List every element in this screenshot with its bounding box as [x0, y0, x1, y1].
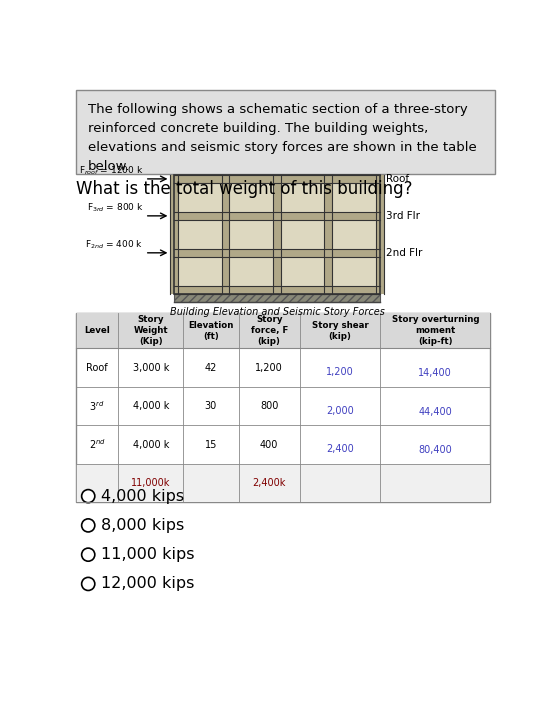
- Text: Building Elevation and Seismic Story Forces: Building Elevation and Seismic Story For…: [169, 307, 384, 317]
- Bar: [174, 294, 380, 302]
- Text: 2$^{nd}$: 2$^{nd}$: [89, 438, 105, 452]
- Text: 15: 15: [204, 440, 217, 450]
- Text: 42: 42: [204, 362, 217, 372]
- Text: 3$^{rd}$: 3$^{rd}$: [89, 399, 105, 413]
- Bar: [376, 175, 384, 294]
- Text: 12,000 kips: 12,000 kips: [101, 576, 195, 591]
- Bar: [76, 313, 491, 348]
- Text: 2,400: 2,400: [326, 444, 354, 454]
- Text: Story overturning
moment
(kip-ft): Story overturning moment (kip-ft): [392, 315, 479, 346]
- Text: Story shear
(kip): Story shear (kip): [311, 321, 368, 341]
- Text: 2,000: 2,000: [326, 406, 354, 416]
- Text: 1,200: 1,200: [255, 362, 283, 372]
- Text: 8,000 kips: 8,000 kips: [101, 518, 185, 533]
- Text: 80,400: 80,400: [418, 445, 452, 455]
- Text: F$_{roof}$ = 1200 k: F$_{roof}$ = 1200 k: [79, 164, 143, 176]
- Text: 3rd Flr: 3rd Flr: [386, 211, 420, 221]
- Bar: [174, 175, 380, 294]
- Text: 4,000 k: 4,000 k: [133, 440, 169, 450]
- Text: 800: 800: [260, 401, 278, 411]
- Text: 2,400k: 2,400k: [252, 478, 286, 488]
- Text: 44,400: 44,400: [418, 407, 452, 417]
- Bar: [174, 249, 380, 257]
- Text: What is the total weight of this building?: What is the total weight of this buildin…: [76, 181, 412, 198]
- Text: 1,200: 1,200: [326, 367, 354, 377]
- Text: 400: 400: [260, 440, 278, 450]
- Circle shape: [82, 548, 95, 561]
- Text: 3,000 k: 3,000 k: [133, 362, 169, 372]
- Text: 11,000 kips: 11,000 kips: [101, 547, 195, 562]
- Bar: [324, 175, 332, 294]
- Text: The following shows a schematic section of a three-story
reinforced concrete bui: The following shows a schematic section …: [88, 103, 477, 173]
- Text: Story
force, F
(kip): Story force, F (kip): [251, 315, 288, 346]
- Text: F$_{2nd}$ = 400 k: F$_{2nd}$ = 400 k: [85, 238, 143, 251]
- Text: 30: 30: [205, 401, 217, 411]
- Text: 11,000k: 11,000k: [131, 478, 170, 488]
- Text: Level: Level: [84, 326, 110, 335]
- Bar: [273, 175, 281, 294]
- Text: Roof: Roof: [86, 362, 108, 372]
- Bar: [170, 175, 178, 294]
- Circle shape: [82, 490, 95, 503]
- Bar: [76, 464, 491, 502]
- Bar: [222, 175, 229, 294]
- Bar: [76, 91, 495, 173]
- Text: 4,000 k: 4,000 k: [133, 401, 169, 411]
- Bar: [76, 313, 491, 502]
- Circle shape: [82, 578, 95, 590]
- Text: Roof: Roof: [386, 174, 409, 184]
- Bar: [174, 175, 380, 183]
- Text: Story
Weight
(Kip): Story Weight (Kip): [134, 315, 168, 346]
- Circle shape: [82, 519, 95, 532]
- Text: 14,400: 14,400: [418, 368, 452, 378]
- Text: F$_{3rd}$ = 800 k: F$_{3rd}$ = 800 k: [86, 201, 143, 214]
- Bar: [174, 286, 380, 294]
- Text: 4,000 kips: 4,000 kips: [101, 489, 184, 503]
- Text: Elevation
(ft): Elevation (ft): [188, 321, 233, 341]
- Text: 2nd Flr: 2nd Flr: [386, 248, 422, 258]
- Bar: [174, 212, 380, 219]
- Bar: [174, 175, 380, 294]
